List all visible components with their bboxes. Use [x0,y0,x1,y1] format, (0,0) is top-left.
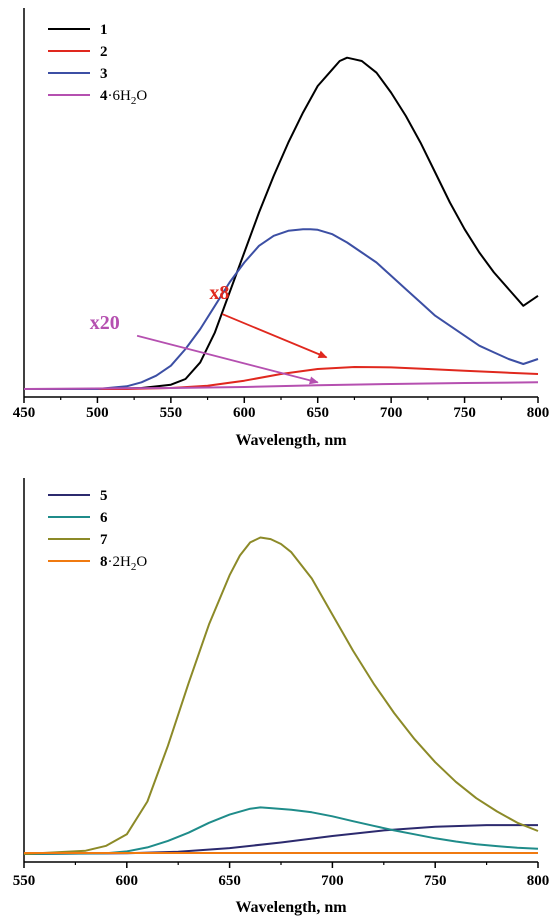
x-tick-label: 600 [233,405,256,421]
series-line-4 [23,381,539,390]
legend-label-4: 4·6H2O [100,88,147,107]
legend-label-6: 6 [100,510,108,526]
x-axis-title: Wavelength, nm [235,899,347,916]
annotation-label-x8: x8 [209,282,229,304]
x-axis-title: Wavelength, nm [235,432,347,449]
chart-panel-top: 450 500 550 600 650 700 750 800 Wavelength, nm 1 2… [13,8,550,449]
x-tick-label: 500 [86,405,109,421]
x-tick-label: 650 [218,873,241,889]
series-line-5 [23,824,538,855]
x-tick-label: 450 [13,405,36,421]
series-line-1 [24,56,539,390]
annotation-label-x20: x20 [90,312,120,334]
x-tick-label: 550 [160,405,183,421]
legend-label-1: 1 [100,22,108,38]
annotation-arrow-x8 [221,313,328,359]
annotation-arrow-x20 [136,334,319,385]
legend-label-7: 7 [100,532,108,548]
series-line-6 [23,806,539,855]
series-line-3 [24,228,539,390]
x-tick-label: 750 [424,873,447,889]
x-tick-label: 650 [306,405,329,421]
chart-panel-bottom: 550 600 650 700 750 800 Wavelength, nm 5 6 7 8·2H2… [13,478,550,916]
series-line-7 [23,536,539,855]
x-tick-label: 700 [321,873,344,889]
x-tick-label: 800 [527,873,550,889]
legend-label-3: 3 [100,66,108,82]
x-tick-label: 550 [13,873,36,889]
legend-label-8: 8·2H2O [100,554,147,573]
x-tick-label: 700 [380,405,403,421]
legend-label-2: 2 [100,44,108,60]
legend-label-5: 5 [100,488,108,504]
x-tick-label: 800 [527,405,550,421]
x-tick-label: 750 [453,405,476,421]
x-tick-label: 600 [116,873,139,889]
